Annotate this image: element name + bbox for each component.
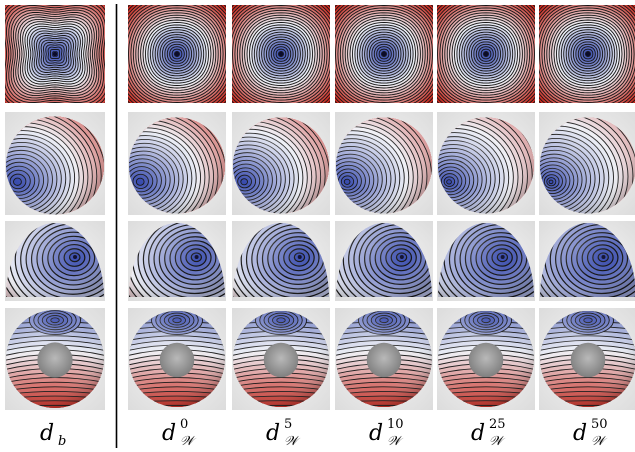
torus-hole [570,342,606,378]
torus-hole [468,342,504,378]
caption-dw5: d [266,421,280,446]
caption-superscript: 0 [180,417,188,432]
caption-subscript: 𝒲 [387,434,404,449]
cell-torus-dw5 [232,308,330,410]
torus-hole [366,342,402,378]
cell-torus-db [5,308,105,410]
caption-db: d [40,421,54,446]
caption-dw50: d [573,421,587,446]
torus-hole [159,342,195,378]
caption-dw25: d [471,421,485,446]
cell-hemisphere-dw50 [539,221,635,301]
cell-sphere-dw25 [437,112,535,215]
cell-hemisphere-dw5 [232,221,330,301]
cell-torus-dw50 [539,308,635,410]
torus-hole [263,342,299,378]
caption-subscript: b [58,434,66,449]
cell-square-db [5,5,105,103]
cell-sphere-dw10 [335,112,433,215]
cell-torus-dw0 [128,308,226,410]
cell-torus-dw10 [335,308,433,410]
cell-hemisphere-dw25 [437,221,535,301]
caption-superscript: 10 [387,417,404,432]
caption-superscript: 25 [489,417,506,432]
cell-sphere-db [5,112,105,215]
caption-subscript: 𝒲 [489,434,506,449]
caption-superscript: 50 [591,417,608,432]
caption-superscript: 5 [284,417,292,432]
caption-symbol: d [573,421,587,446]
caption-symbol: d [266,421,280,446]
figure-grid [5,5,635,410]
cell-hemisphere-dw10 [335,221,433,301]
cell-hemisphere-dw0 [128,221,226,301]
caption-subscript: 𝒲 [180,434,197,449]
cell-sphere-dw50 [539,112,635,215]
cell-square-dw50 [539,5,635,103]
cell-square-dw25 [437,5,535,103]
column-captions: d b d 𝒲0 d 𝒲5 d 𝒲10 d 𝒲25 d 𝒲50 [40,417,608,449]
torus-hole [37,342,73,378]
cell-square-dw0 [128,5,226,103]
caption-dw0: d [162,421,176,446]
caption-subscript: 𝒲 [284,434,301,449]
cell-sphere-dw0 [128,112,226,215]
cell-torus-dw25 [437,308,535,410]
cell-square-dw5 [232,5,330,103]
caption-symbol: d [162,421,176,446]
cell-square-dw10 [335,5,433,103]
caption-symbol: d [471,421,485,446]
cell-hemisphere-db [5,221,105,301]
caption-symbol: d [369,421,383,446]
caption-symbol: d [40,421,54,446]
cell-sphere-dw5 [232,112,330,215]
caption-subscript: 𝒲 [591,434,608,449]
caption-dw10: d [369,421,383,446]
